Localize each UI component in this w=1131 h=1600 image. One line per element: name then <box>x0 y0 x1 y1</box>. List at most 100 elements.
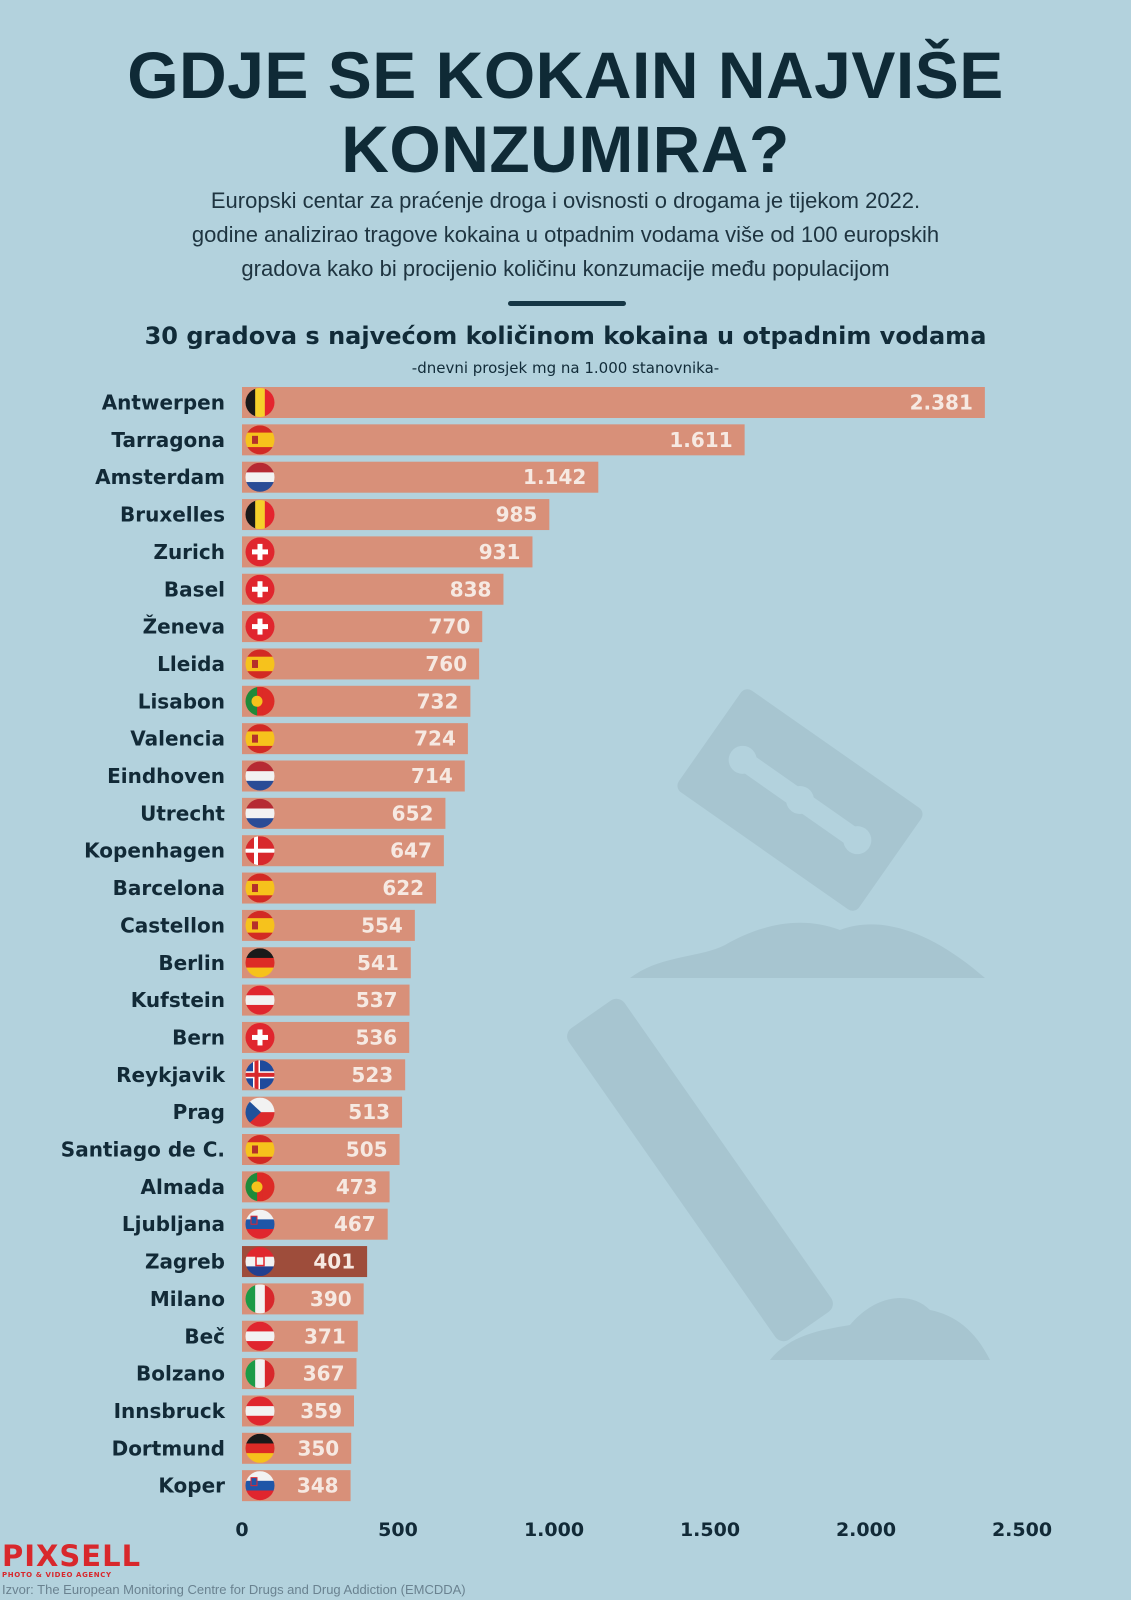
value-label: 513 <box>348 1100 390 1124</box>
flag-nl-icon <box>245 798 275 828</box>
city-label: Ženeva <box>143 615 225 639</box>
value-label: 367 <box>303 1362 345 1386</box>
bar <box>242 835 444 867</box>
flag-hr-icon <box>245 1247 275 1277</box>
logo-tagline: PHOTO & VIDEO AGENCY <box>2 1571 112 1579</box>
value-label: 359 <box>300 1399 342 1423</box>
value-label: 467 <box>334 1212 376 1236</box>
value-label: 652 <box>392 801 434 825</box>
bar-row: Amsterdam 1.142 <box>95 461 599 493</box>
flag-es-icon <box>245 425 275 455</box>
bar-row: Barcelona 622 <box>113 872 437 904</box>
bar-row: Lleida 760 <box>157 648 480 680</box>
value-label: 536 <box>355 1025 397 1049</box>
bar-row: Eindhoven 714 <box>107 760 465 792</box>
value-label: 647 <box>390 839 432 863</box>
flag-es-icon <box>245 910 275 940</box>
city-label: Kufstein <box>131 988 225 1012</box>
city-label: Lleida <box>157 652 225 676</box>
value-label: 770 <box>428 615 470 639</box>
x-tick-label: 1.000 <box>524 1519 584 1541</box>
title-divider <box>508 301 626 306</box>
city-label: Ljubljana <box>122 1212 225 1236</box>
flag-es-icon <box>245 873 275 903</box>
value-label: 505 <box>346 1138 388 1162</box>
source-note: Izvor: The European Monitoring Centre fo… <box>2 1582 466 1597</box>
value-label: 724 <box>414 727 456 751</box>
city-label: Innsbruck <box>114 1399 226 1423</box>
bar-row: Innsbruck 359 <box>114 1395 355 1427</box>
city-label: Basel <box>164 577 225 601</box>
bar-row: Basel 838 <box>164 573 504 605</box>
bar-row: Bruxelles 985 <box>120 499 550 531</box>
bar <box>242 723 468 755</box>
flag-es-icon <box>245 1135 275 1164</box>
flag-be-icon <box>245 500 275 530</box>
value-label: 732 <box>417 689 459 713</box>
city-label: Prag <box>173 1100 225 1124</box>
value-label: 554 <box>361 913 403 937</box>
city-label: Berlin <box>158 951 225 975</box>
bar-row: Zurich 931 <box>153 536 533 568</box>
bar-row: Prag 513 <box>173 1096 403 1128</box>
city-label: Dortmund <box>112 1436 225 1460</box>
page-title: GDJE SE KOKAIN NAJVIŠE KONZUMIRA? <box>0 38 1131 186</box>
flag-dk-icon <box>245 836 275 866</box>
bar <box>242 499 550 531</box>
city-label: Bolzano <box>136 1362 225 1386</box>
flag-cz-icon <box>245 1097 275 1127</box>
flag-de-icon <box>245 948 275 978</box>
page-title-line: KONZUMIRA? <box>341 112 790 186</box>
city-label: Antwerpen <box>102 391 225 415</box>
intro-text: Europski centar za praćenje droga i ovis… <box>100 184 1031 286</box>
intro-line: Europski centar za praćenje droga i ovis… <box>210 188 921 213</box>
chart-subtitle: -dnevni prosjek mg na 1.000 stanovnika- <box>411 359 720 377</box>
pixsell-logo: PIXSELL PHOTO & VIDEO AGENCY <box>2 1541 141 1580</box>
city-label: Bruxelles <box>120 503 225 527</box>
bar <box>242 685 471 717</box>
x-tick-label: 2.000 <box>836 1519 896 1541</box>
flag-ch-icon <box>245 1022 275 1052</box>
value-label: 350 <box>297 1436 339 1460</box>
flag-ch-icon <box>245 612 275 642</box>
city-label: Kopenhagen <box>84 839 225 863</box>
city-label: Amsterdam <box>95 465 225 489</box>
bar <box>242 461 599 493</box>
bar <box>242 760 465 792</box>
city-label: Almada <box>141 1175 225 1199</box>
bar-row: Santiago de C. 505 <box>61 1134 400 1165</box>
bar-row: Antwerpen 2.381 <box>102 387 985 418</box>
value-label: 985 <box>496 503 538 527</box>
flag-de-icon <box>245 1433 275 1463</box>
value-label: 1.611 <box>669 428 732 452</box>
bar-row: Castellon 554 <box>120 909 415 941</box>
x-tick-label: 0 <box>235 1519 248 1541</box>
x-tick-label: 1.500 <box>680 1519 740 1541</box>
bar-row: Bern 536 <box>172 1021 410 1053</box>
page-title-line: GDJE SE KOKAIN NAJVIŠE <box>127 38 1004 112</box>
x-tick-label: 2.500 <box>992 1519 1052 1541</box>
bar-row: Valencia 724 <box>130 723 468 755</box>
value-label: 537 <box>356 988 398 1012</box>
bar-row: Lisabon 732 <box>138 685 471 717</box>
value-label: 348 <box>297 1474 339 1498</box>
flag-at-icon <box>245 1321 275 1351</box>
flag-it-icon <box>245 1284 275 1314</box>
city-label: Barcelona <box>113 876 225 900</box>
value-label: 371 <box>304 1324 346 1348</box>
chart-title: 30 gradova s najvećom količinom kokaina … <box>144 322 987 350</box>
bar <box>242 573 504 605</box>
bar <box>242 387 985 418</box>
bar <box>242 611 483 643</box>
city-label: Lisabon <box>138 689 225 713</box>
bar-row: Berlin 541 <box>158 947 411 979</box>
bar <box>242 536 533 568</box>
value-label: 473 <box>336 1175 378 1199</box>
logo-wordmark: PIXSELL <box>2 1539 142 1573</box>
city-label: Valencia <box>130 727 225 751</box>
flag-es-icon <box>245 724 275 754</box>
flag-it-icon <box>245 1359 275 1389</box>
bar-row: Tarragona 1.611 <box>111 424 745 456</box>
value-label: 523 <box>351 1063 393 1087</box>
